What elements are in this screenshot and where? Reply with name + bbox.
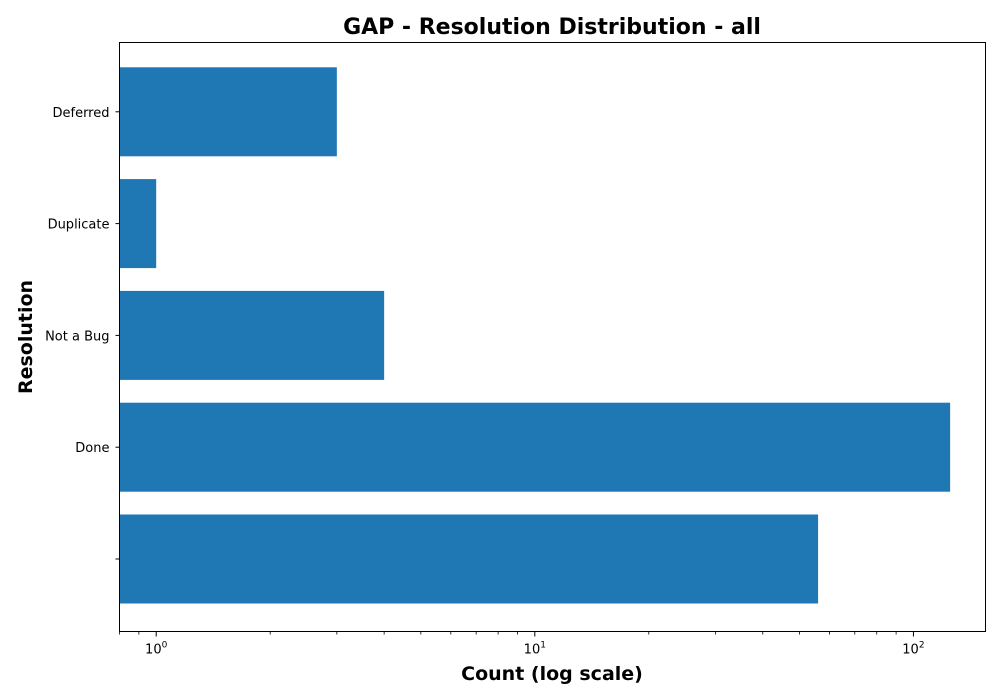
y-axis-ticks: Done Not a Bug Duplicate Deferred — [45, 106, 120, 560]
x-axis-ticks: 100 101 102 — [119, 631, 925, 658]
plot-frame — [119, 42, 986, 632]
y-axis-label: Resolution — [15, 280, 37, 394]
x-tick-label: 101 — [524, 641, 546, 658]
bar-deferred — [119, 67, 337, 157]
bar-not-a-bug — [119, 290, 385, 380]
bar-unlabeled — [119, 514, 819, 604]
y-tick-label: Duplicate — [48, 218, 110, 233]
bar-done — [119, 402, 951, 492]
y-tick-label: Done — [75, 441, 109, 456]
bars-group — [119, 67, 951, 604]
y-tick-label: Not a Bug — [45, 329, 109, 344]
x-tick-label: 100 — [145, 641, 168, 658]
y-tick-label: Deferred — [52, 106, 109, 121]
bar-duplicate — [119, 179, 157, 269]
x-tick-label: 102 — [902, 641, 924, 658]
x-axis-label: Count (log scale) — [461, 663, 643, 685]
chart-title: GAP - Resolution Distribution - all — [343, 15, 761, 40]
